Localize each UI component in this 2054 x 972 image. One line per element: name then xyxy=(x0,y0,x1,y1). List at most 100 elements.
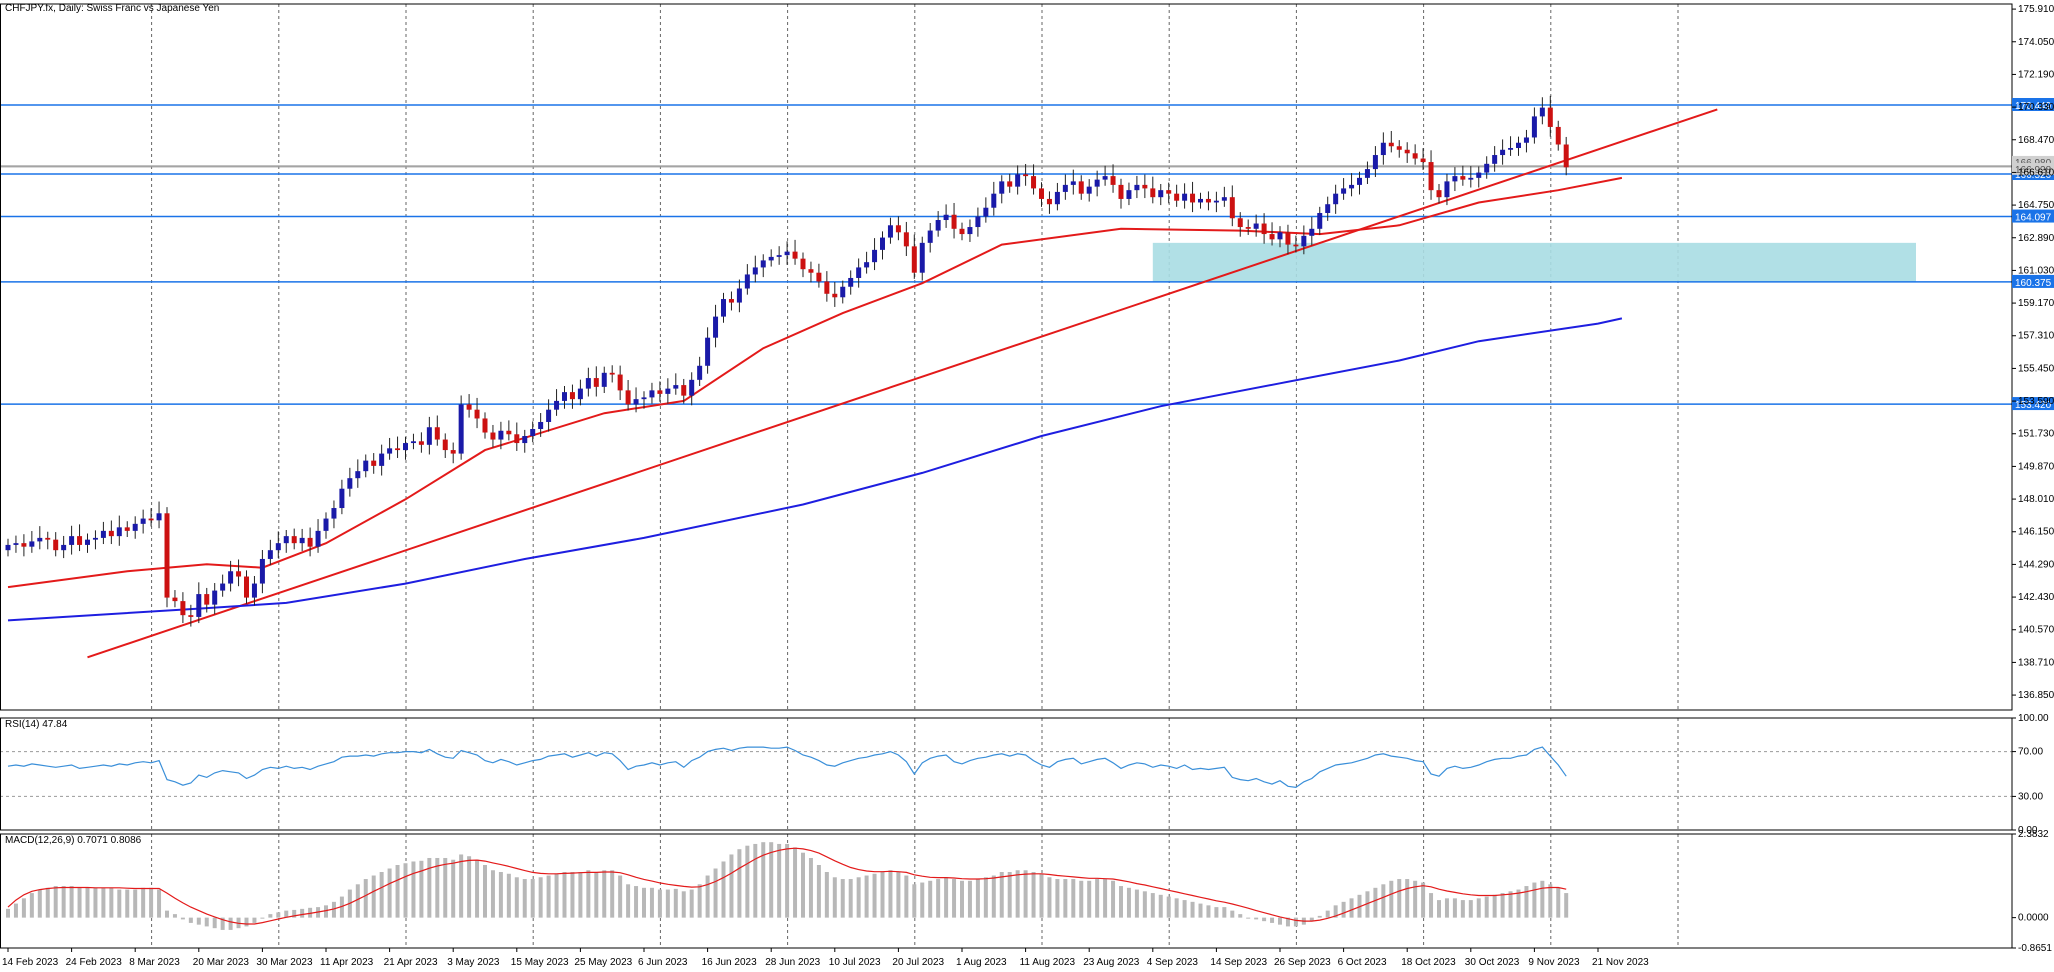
candle-body xyxy=(220,583,226,591)
macd-histogram-bar xyxy=(1476,898,1481,918)
macd-histogram-bar xyxy=(1524,886,1529,918)
rsi-tick-label: 0.00 xyxy=(2018,825,2038,836)
time-tick-label: 30 Oct 2023 xyxy=(1465,957,1520,968)
time-tick-label: 18 Oct 2023 xyxy=(1401,957,1456,968)
macd-histogram-bar xyxy=(1532,882,1537,918)
candle-body xyxy=(395,448,401,451)
macd-histogram-bar xyxy=(355,884,360,918)
current-price-label: 166.928 xyxy=(2015,165,2052,176)
macd-histogram-bar xyxy=(1126,887,1131,918)
candle-body xyxy=(1007,181,1013,187)
macd-histogram-bar xyxy=(1293,917,1298,927)
candle-body xyxy=(315,530,321,547)
macd-histogram-bar xyxy=(1381,884,1386,918)
macd-histogram-bar xyxy=(1246,917,1251,919)
price-candles xyxy=(5,95,1569,627)
macd-histogram-bar xyxy=(753,843,758,918)
candle-body xyxy=(251,583,257,598)
candle-body xyxy=(164,513,170,598)
candle-body xyxy=(363,460,369,472)
macd-histogram-bar xyxy=(1063,879,1068,918)
candle-body xyxy=(1261,223,1267,235)
macd-histogram-bar xyxy=(1540,880,1545,918)
macd-histogram-bar xyxy=(793,847,798,918)
candle-body xyxy=(530,429,536,437)
candle-body xyxy=(21,543,27,547)
candle-body xyxy=(140,518,146,524)
candle-body xyxy=(848,277,854,287)
candle-body xyxy=(1070,181,1076,185)
macd-histogram-bar xyxy=(1429,893,1434,918)
time-axis[interactable]: 14 Feb 2023 24 Feb 2023 8 Mar 2023 20 Mar 2… xyxy=(2,948,1649,968)
candle-body xyxy=(1388,142,1394,147)
macd-histogram-bar xyxy=(1015,870,1020,918)
macd-histogram-bar xyxy=(331,901,336,918)
candle-body xyxy=(1476,172,1482,178)
rsi-line xyxy=(7,746,1567,789)
macd-histogram-bar xyxy=(1444,898,1449,918)
candle-body xyxy=(983,207,989,217)
macd-histogram-bar xyxy=(1325,910,1330,918)
macd-histogram-bar xyxy=(1134,889,1139,918)
level-price-tag xyxy=(2012,98,2054,112)
candle-body xyxy=(1023,174,1029,177)
macd-histogram-bar xyxy=(244,917,249,927)
macd-histogram-bar xyxy=(339,896,344,918)
candle-body xyxy=(1126,190,1132,199)
time-tick-label: 15 May 2023 xyxy=(511,957,569,968)
macd-histogram-bar xyxy=(1214,907,1219,918)
macd-histogram-bar xyxy=(1492,894,1497,918)
macd-histogram-bar xyxy=(1373,887,1378,918)
level-price-tag xyxy=(2012,274,2054,288)
candle-body xyxy=(975,216,981,228)
macd-title: MACD(12,26,9) 0.7071 0.8086 xyxy=(5,835,142,846)
rsi-tick-label: 100.00 xyxy=(2018,713,2049,724)
macd-histogram-bar xyxy=(665,889,670,918)
macd-histogram-bar xyxy=(69,886,74,918)
macd-histogram-bar xyxy=(268,914,273,918)
candle-body xyxy=(601,372,607,387)
macd-histogram-bar xyxy=(1206,905,1211,918)
candle-body xyxy=(784,251,790,256)
candle-body xyxy=(1150,188,1156,198)
price-tick-label: 149.870 xyxy=(2018,461,2054,472)
candle-body xyxy=(418,441,424,445)
macd-histogram-bar xyxy=(872,873,877,918)
macd-histogram-bar xyxy=(673,888,678,918)
candle-body xyxy=(832,293,838,298)
candle-body xyxy=(1372,155,1378,170)
candle-body xyxy=(1412,153,1418,159)
candle-body xyxy=(1277,232,1283,240)
candle-body xyxy=(1213,200,1219,203)
candle-body xyxy=(1539,107,1545,117)
macd-histogram-bar xyxy=(880,872,885,918)
candle-body xyxy=(554,400,560,410)
macd-histogram-bar xyxy=(228,917,233,930)
candle-body xyxy=(188,615,194,617)
price-tick-label: 172.190 xyxy=(2018,69,2054,80)
macd-histogram-bar xyxy=(1071,879,1076,918)
candle-body xyxy=(116,527,122,537)
price-axis[interactable]: 170.449 166.520 164.097 160.375 153.420 166.9… xyxy=(2012,4,2054,954)
macd-histogram-bar xyxy=(1190,901,1195,918)
macd-histogram-bar xyxy=(999,872,1004,918)
candle-body xyxy=(410,441,416,444)
macd-histogram-bar xyxy=(904,875,909,918)
price-tick-label: 162.890 xyxy=(2018,233,2054,244)
chart-title: CHFJPY.fx, Daily: Swiss Franc vs Japanes… xyxy=(5,3,220,14)
horizontal-levels[interactable] xyxy=(0,104,2012,405)
macd-histogram-bar xyxy=(379,872,384,918)
macd-histogram-bar xyxy=(1119,886,1123,918)
rsi-panel xyxy=(7,746,1567,789)
macd-histogram-bar xyxy=(411,861,416,918)
macd-histogram-bar xyxy=(586,870,591,918)
macd-histogram-bar xyxy=(427,857,432,918)
macd-histogram-bar xyxy=(85,887,90,918)
candle-body xyxy=(951,214,957,229)
level-price-label: 166.520 xyxy=(2015,170,2052,181)
macd-histogram-bar xyxy=(840,879,845,918)
macd-histogram-bar xyxy=(260,917,265,919)
candle-body xyxy=(466,404,472,410)
candle-body xyxy=(1015,174,1021,187)
